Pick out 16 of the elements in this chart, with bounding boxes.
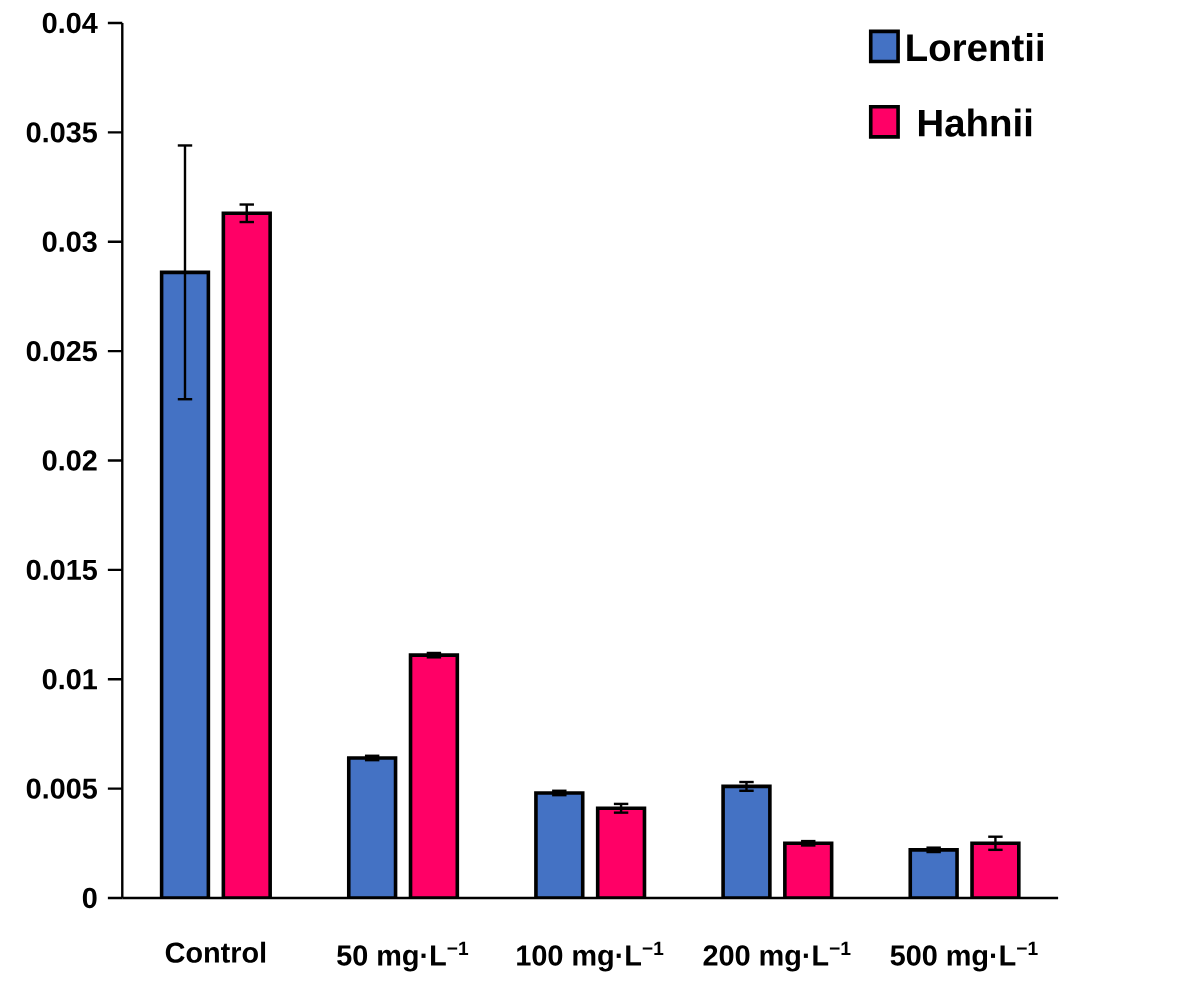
y-tick-label: 0.005 bbox=[26, 778, 97, 799]
x-tick-label: 50 mg·L$^{−1}$ bbox=[337, 941, 469, 972]
y-tick-label: 0.01 bbox=[42, 668, 97, 690]
x-tick-label: 100 mg·L$^{−1}$ bbox=[517, 941, 664, 972]
y-tick-label: 0 bbox=[82, 887, 97, 909]
y-tick-label: 0.02 bbox=[42, 450, 97, 471]
y-tick-label: 0.015 bbox=[26, 559, 97, 580]
x-tick-label: 200 mg·L$^{−1}$ bbox=[703, 941, 851, 972]
x-tick-label: Control bbox=[165, 941, 266, 963]
y-tick-label: 0.025 bbox=[26, 340, 97, 362]
x-tick-label: 500 mg·L$^{−1}$ bbox=[890, 941, 1038, 972]
y-tick-label: 0.04 bbox=[42, 12, 98, 34]
legend-label: Lorentii bbox=[907, 33, 1043, 62]
y-tick-label: 0.03 bbox=[42, 231, 97, 252]
legend-label: Hahnii bbox=[918, 108, 1032, 137]
y-tick-label: 0.035 bbox=[26, 122, 97, 143]
